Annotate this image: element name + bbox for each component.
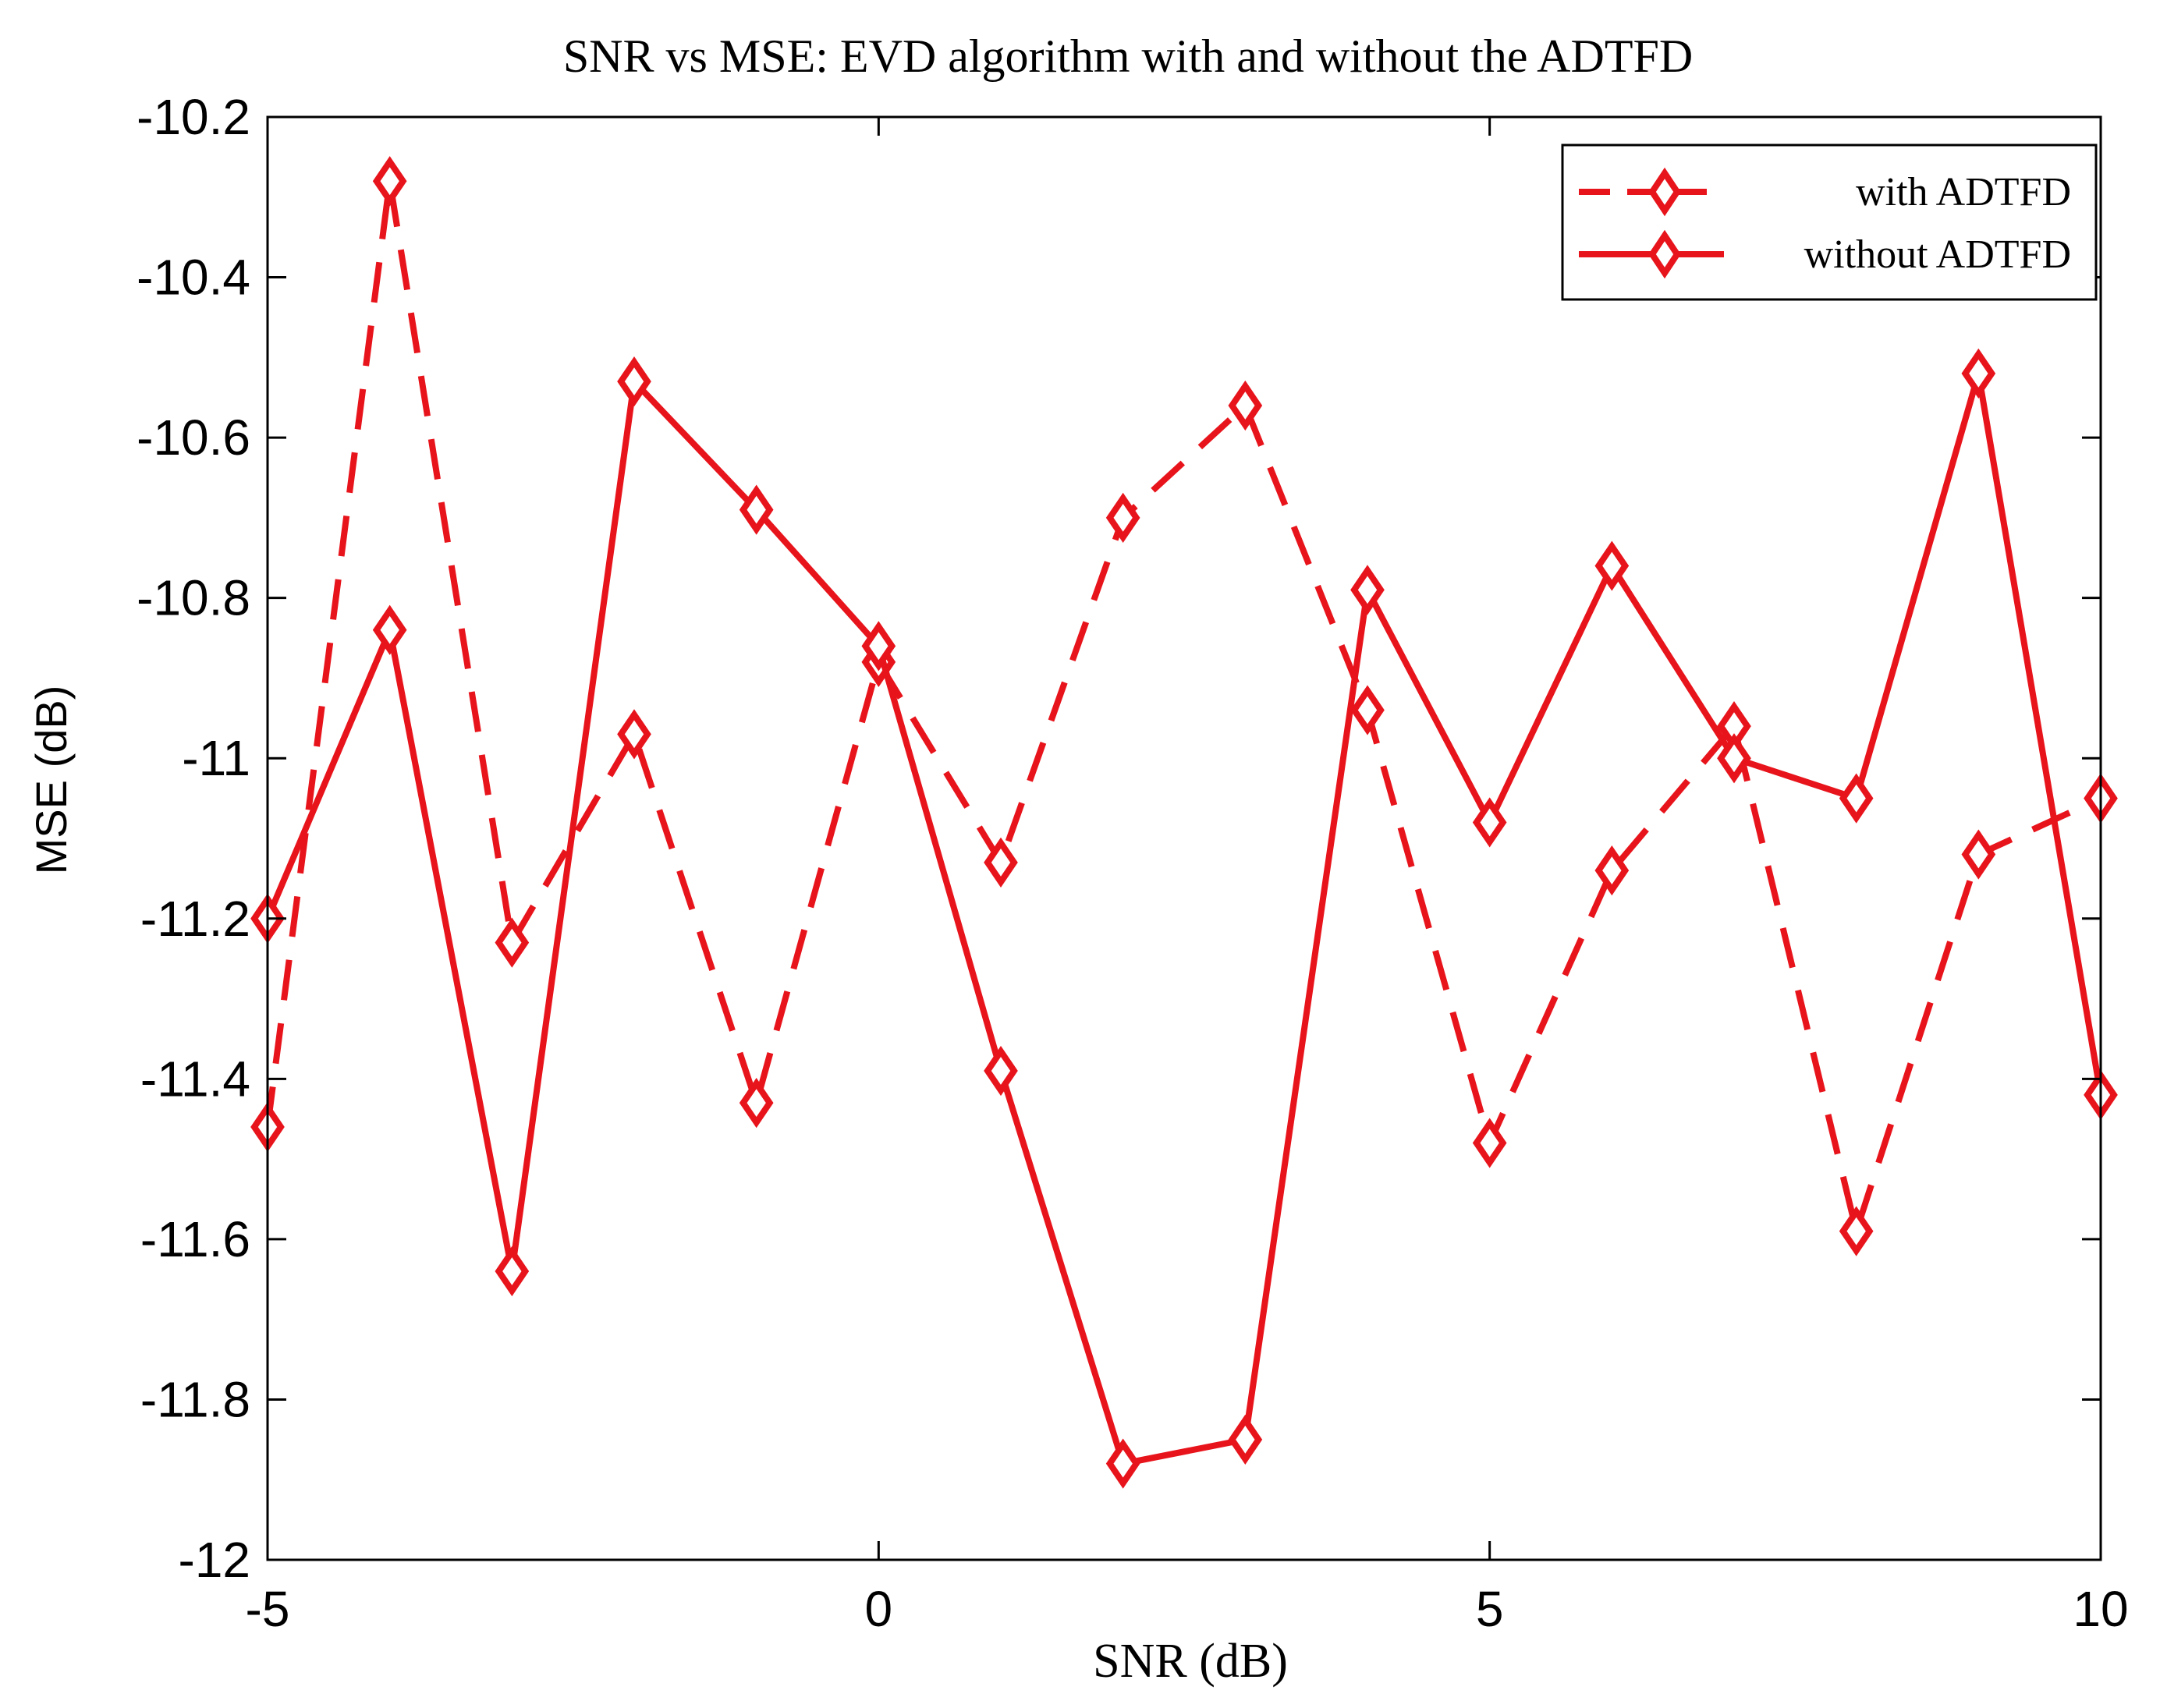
- data-point-without-adtfd: [1839, 773, 1874, 824]
- legend-box: [1561, 144, 2098, 301]
- y-tick-label: -10.8: [137, 570, 250, 626]
- x-tick-label: 10: [2073, 1581, 2128, 1637]
- legend-marker-without-adtfd: [1648, 229, 1681, 279]
- data-point-without-adtfd: [1228, 1414, 1263, 1465]
- data-point-with-adtfd: [1350, 685, 1385, 735]
- data-point-without-adtfd: [372, 604, 407, 655]
- x-tick-label: 0: [865, 1581, 893, 1637]
- x-tick-label: 5: [1476, 1581, 1504, 1637]
- data-point-with-adtfd: [617, 709, 651, 760]
- legend-label-without-adtfd: without ADTFD: [1804, 232, 2071, 277]
- y-tick-label: -10.6: [137, 409, 250, 466]
- data-point-without-adtfd: [495, 1246, 530, 1297]
- chart-title: SNR vs MSE: EVD algorithm with and witho…: [563, 30, 1693, 82]
- data-point-without-adtfd: [1350, 565, 1385, 615]
- series-line-without-adtfd: [264, 372, 2104, 1468]
- ticks-layer: -5 0 5 10 -10.2 -10.4 -10.6 -10.8 -11 -11.2 -11.4 -…: [137, 89, 2128, 1637]
- y-tick-label: -10.2: [137, 89, 250, 145]
- data-point-with-adtfd: [1594, 845, 1630, 896]
- y-axis-label: MSE (dB): [27, 686, 76, 875]
- data-point-with-adtfd: [1228, 380, 1263, 431]
- data-point-with-adtfd: [1961, 829, 1996, 880]
- y-tick-label: -11: [182, 730, 250, 786]
- legend: with ADTFD without ADTFD: [1561, 144, 2098, 301]
- y-tick-label: -11.6: [140, 1211, 250, 1267]
- y-tick-label: -11.8: [140, 1371, 250, 1427]
- data-point-without-adtfd: [861, 621, 896, 672]
- data-point-with-adtfd: [984, 837, 1018, 888]
- data-point-without-adtfd: [984, 1045, 1018, 1097]
- data-point-with-adtfd: [495, 917, 530, 968]
- data-point-without-adtfd: [739, 484, 774, 535]
- data-point-with-adtfd: [1839, 1206, 1874, 1256]
- y-tick-label: -11.2: [140, 891, 250, 947]
- data-point-without-adtfd: [1105, 1438, 1140, 1489]
- data-point-without-adtfd: [617, 356, 651, 407]
- x-axis-label: SNR (dB): [1093, 1635, 1288, 1688]
- data-point-with-adtfd: [1105, 492, 1140, 544]
- data-point-with-adtfd: [372, 156, 407, 207]
- x-tick-label: -5: [246, 1581, 290, 1637]
- y-tick-label: -11.4: [140, 1051, 250, 1107]
- legend-label-with-adtfd: with ADTFD: [1856, 170, 2071, 214]
- y-tick-label: -10.4: [137, 250, 250, 306]
- data-point-with-adtfd: [1472, 1118, 1507, 1168]
- plot-frame: [266, 115, 2102, 1561]
- data-point-without-adtfd: [1472, 797, 1507, 848]
- data-point-without-adtfd: [1961, 348, 1996, 399]
- data-point-with-adtfd: [739, 1078, 774, 1129]
- data-point-without-adtfd: [1594, 540, 1630, 591]
- data-point-without-adtfd: [1717, 733, 1751, 784]
- y-tick-label: -12: [179, 1532, 251, 1588]
- legend-marker-with-adtfd: [1648, 167, 1681, 217]
